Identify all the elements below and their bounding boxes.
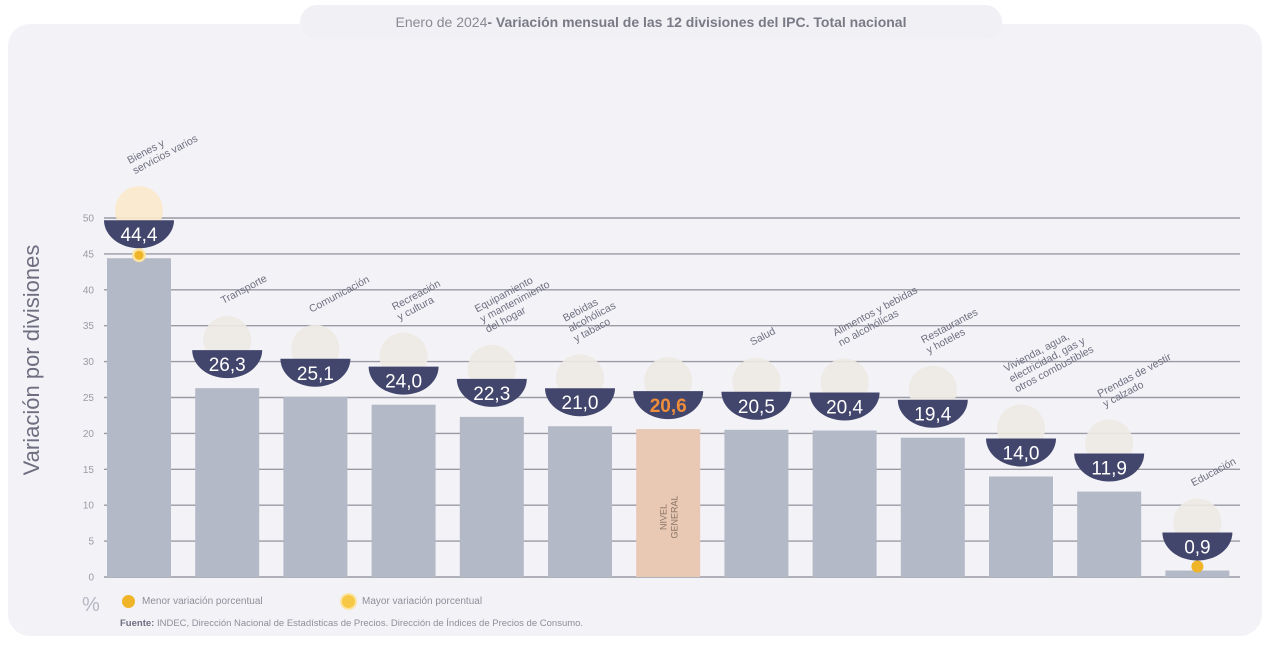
value-label: 44,4 (121, 225, 158, 246)
bar (371, 404, 436, 577)
value-badge (1074, 453, 1145, 482)
legend-min-label: Menor variación porcentual (142, 596, 263, 607)
value-label: 20,6 (650, 396, 687, 417)
bar (900, 437, 965, 577)
source-label: Fuente: (120, 618, 155, 629)
max-marker-core (134, 250, 144, 260)
y-tick-label: 30 (83, 357, 95, 368)
bar (812, 430, 877, 577)
bar-inner-label: NIVEL GENERAL (659, 495, 680, 538)
value-badge (1162, 532, 1233, 561)
chart-title: Enero de 2024 - Variación mensual de las… (300, 5, 1002, 39)
source-text: INDEC, Dirección Nacional de Estadística… (154, 618, 584, 629)
value-label: 11,9 (1091, 459, 1127, 480)
bar (459, 416, 524, 577)
value-label: 20,5 (738, 397, 775, 418)
bar (107, 258, 171, 577)
value-label: 26,3 (209, 355, 246, 376)
unit-symbol: % (82, 594, 100, 616)
value-badge (633, 391, 704, 420)
value-label: 25,1 (297, 364, 334, 385)
category-label: GENERAL (670, 495, 680, 538)
bar (724, 429, 789, 577)
legend-max: Mayor variación porcentual (342, 595, 482, 608)
value-badge (104, 220, 174, 249)
bar (636, 429, 701, 577)
bar (1077, 491, 1142, 577)
max-marker-icon (342, 595, 355, 608)
bar (283, 396, 348, 577)
value-badge (280, 358, 351, 387)
title-date: Enero de 2024 (395, 14, 488, 30)
y-tick-label: 5 (88, 537, 94, 548)
y-tick-label: 40 (83, 285, 95, 296)
value-badge (192, 350, 263, 379)
legend-min: Menor variación porcentual (122, 595, 263, 608)
value-label: 20,4 (826, 398, 863, 419)
y-tick-label: 20 (83, 429, 95, 440)
value-badge (545, 388, 615, 417)
category-label: Educación (1189, 455, 1238, 489)
title-text: - Variación mensual de las 12 divisiones… (487, 14, 907, 30)
category-group: Salud (748, 325, 777, 348)
category-label: Comunicación (307, 274, 372, 316)
value-label: 0,9 (1184, 538, 1210, 559)
bar (989, 476, 1053, 577)
value-label: 22,3 (473, 384, 510, 405)
value-badge (986, 438, 1056, 467)
value-badge (897, 399, 968, 428)
value-badge (368, 366, 439, 395)
value-label: 14,0 (1003, 443, 1040, 464)
bar (195, 388, 260, 577)
y-tick-label: 0 (88, 573, 94, 584)
value-label: 21,0 (562, 393, 599, 414)
value-badge (809, 392, 880, 421)
value-badge (721, 391, 792, 420)
category-group: Educación (1189, 455, 1238, 489)
category-label: Salud (748, 325, 777, 348)
y-tick-label: 35 (83, 321, 95, 332)
bar (548, 426, 612, 577)
value-label: 24,0 (385, 372, 422, 393)
y-tick-label: 45 (83, 249, 95, 260)
min-marker (1191, 560, 1204, 573)
source-note: Fuente: INDEC, Dirección Nacional de Est… (120, 618, 583, 629)
value-label: 19,4 (914, 405, 951, 426)
min-marker-icon (122, 595, 135, 608)
y-tick-label: 25 (83, 393, 95, 404)
category-label: NIVEL (659, 504, 669, 530)
bar (1165, 570, 1230, 577)
y-tick-label: 15 (83, 465, 95, 476)
legend-max-label: Mayor variación porcentual (362, 596, 483, 607)
category-group: Comunicación (307, 274, 372, 316)
value-badge (456, 378, 527, 407)
y-tick-label: 10 (83, 501, 95, 512)
category-group: Vivienda, agua,electricidad, gas yotros … (1002, 330, 1096, 395)
y-tick-label: 50 (83, 214, 95, 225)
